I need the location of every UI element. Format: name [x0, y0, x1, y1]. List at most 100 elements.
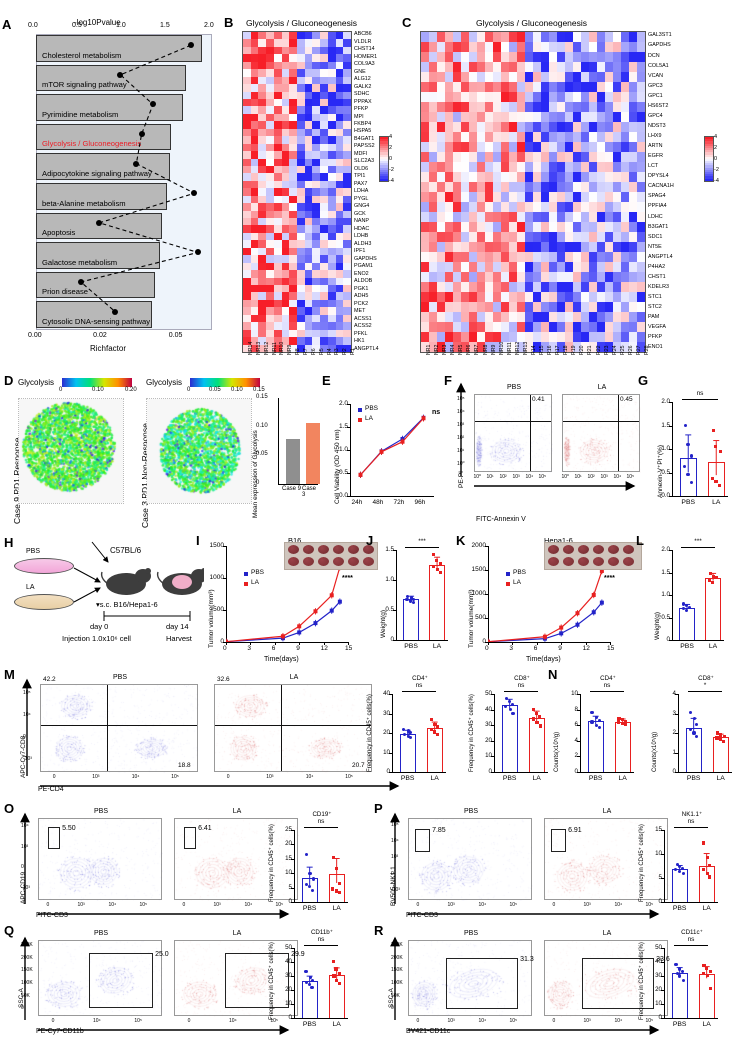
panel-a-bar[interactable]: Galactose metabolism: [36, 242, 161, 269]
y-tick: 50: [485, 690, 492, 697]
panel-a-bar[interactable]: mTOR signaling pathway: [36, 64, 187, 92]
flow-gate[interactable]: [88, 953, 154, 1008]
panel-a-dot[interactable]: [194, 249, 201, 256]
bar[interactable]: [501, 705, 518, 772]
heatmap-cell: [533, 32, 541, 42]
heatmap-cell: [243, 106, 251, 114]
panel-a-bar[interactable]: Cytosolic DNA-sensing pathway: [36, 301, 153, 328]
flow-plot[interactable]: [408, 940, 533, 1017]
flow-plot[interactable]: [544, 818, 669, 901]
bar[interactable]: [698, 973, 715, 1018]
panel-a-dot[interactable]: [133, 160, 140, 167]
bar[interactable]: [403, 599, 419, 640]
heatmap-cell: [485, 242, 493, 252]
heatmap-cell: [304, 240, 313, 248]
bar[interactable]: [671, 973, 688, 1018]
panel-a-bar[interactable]: Apoptosis: [36, 212, 162, 240]
flow-plot[interactable]: [174, 940, 299, 1017]
flow-gate[interactable]: [551, 828, 567, 852]
panel-d-bar[interactable]: [286, 439, 300, 484]
heatmap-cell: [613, 42, 621, 52]
heatmap-cell: [549, 102, 557, 112]
panel-a-dot[interactable]: [77, 279, 84, 286]
heatmap-cell: [469, 92, 477, 102]
heatmap-cell: [289, 46, 297, 55]
bar[interactable]: [679, 458, 697, 496]
data-point: [531, 708, 535, 712]
flow-gate[interactable]: [415, 828, 431, 852]
flow-plot[interactable]: [474, 394, 553, 473]
heatmap-cell: [533, 122, 541, 132]
bar[interactable]: [712, 737, 729, 772]
heatmap-cell: [485, 332, 493, 342]
quadrant-hline: [215, 725, 371, 727]
heatmap-cell: [597, 232, 605, 242]
heatmap-cell: [461, 332, 469, 342]
heatmap-cell: [549, 222, 557, 232]
bar[interactable]: [301, 878, 318, 902]
heatmap-cell: [320, 329, 328, 338]
flow-plot[interactable]: [544, 940, 669, 1017]
data-point: [722, 739, 726, 743]
bar[interactable]: [614, 721, 631, 772]
data-point: [705, 966, 709, 970]
panel-d-bar-chart: 0 0.05 0.10 0.15 Case 9 Case 3: [256, 394, 320, 502]
bar[interactable]: [671, 869, 688, 902]
heatmap-cell: [273, 188, 282, 196]
flow-gate[interactable]: [183, 827, 197, 849]
bar[interactable]: [528, 717, 545, 772]
panel-a-bar[interactable]: Cholesterol metabolism: [36, 35, 203, 62]
panel-a-dot[interactable]: [96, 219, 103, 226]
flow-plot[interactable]: [38, 818, 163, 901]
heatmap-cell: [445, 242, 453, 252]
panel-a-dot[interactable]: [112, 308, 119, 315]
panel-d-bar[interactable]: [306, 423, 320, 484]
flow-x-tick: 10⁴: [614, 1018, 623, 1024]
heatmap-cell: [605, 112, 613, 122]
panel-a-bar[interactable]: Pyrimidine metabolism: [36, 94, 184, 121]
panel-a-dot[interactable]: [150, 101, 157, 108]
heatmap-cell: [281, 232, 290, 241]
bar[interactable]: [679, 607, 695, 640]
panel-a-bar[interactable]: Adipocytokine signaling pathway: [36, 153, 170, 180]
panel-a-dot[interactable]: [191, 190, 198, 197]
bar[interactable]: [705, 577, 721, 640]
flow-gate[interactable]: [224, 953, 290, 1008]
flow-plot[interactable]: [174, 818, 299, 901]
y-tick: 0: [466, 638, 486, 645]
y-axis: [664, 830, 665, 902]
bar[interactable]: [426, 727, 443, 772]
flow-plot[interactable]: [562, 394, 641, 473]
heatmap-cell: [327, 121, 336, 129]
bar[interactable]: [399, 733, 416, 772]
flow-plot[interactable]: [214, 684, 373, 773]
heatmap-cell: [461, 52, 469, 62]
flow-gate[interactable]: [446, 957, 519, 1010]
heatmap-cell: [258, 84, 267, 92]
flow-plot[interactable]: [408, 818, 533, 901]
heatmap-cell: [637, 332, 645, 342]
heatmap-cell: [525, 312, 533, 322]
heatmap-cell: [421, 322, 429, 332]
panel-a-dot[interactable]: [117, 71, 124, 78]
heatmap-gene-label: ARTN: [648, 143, 663, 150]
panel-a-dot[interactable]: [187, 42, 194, 49]
panel-a-bar[interactable]: beta-Alanine metabolism: [36, 183, 168, 210]
y-tick-mark: [347, 404, 350, 405]
panel-d-spatial-maps: D Glycolysis 0 0.10 0.20 Case 9 PD1 Respon…: [4, 374, 320, 534]
panel-a-bar[interactable]: Glycolysis / Gluconeogenesis: [36, 123, 172, 151]
heatmap-cell: [533, 272, 541, 282]
bar[interactable]: [429, 565, 445, 640]
flow-gate[interactable]: [582, 957, 655, 1010]
heatmap-cell: [581, 232, 589, 242]
heatmap-cell: [621, 172, 629, 182]
panel-a-dot[interactable]: [138, 131, 145, 138]
flow-plot[interactable]: [38, 940, 163, 1017]
heatmap-cell: [461, 182, 469, 192]
flow-plot[interactable]: [40, 684, 199, 773]
heatmap-cell: [613, 72, 621, 82]
heatmap-cell: [557, 52, 565, 62]
bar[interactable]: [587, 721, 604, 772]
flow-gate[interactable]: [47, 827, 61, 849]
